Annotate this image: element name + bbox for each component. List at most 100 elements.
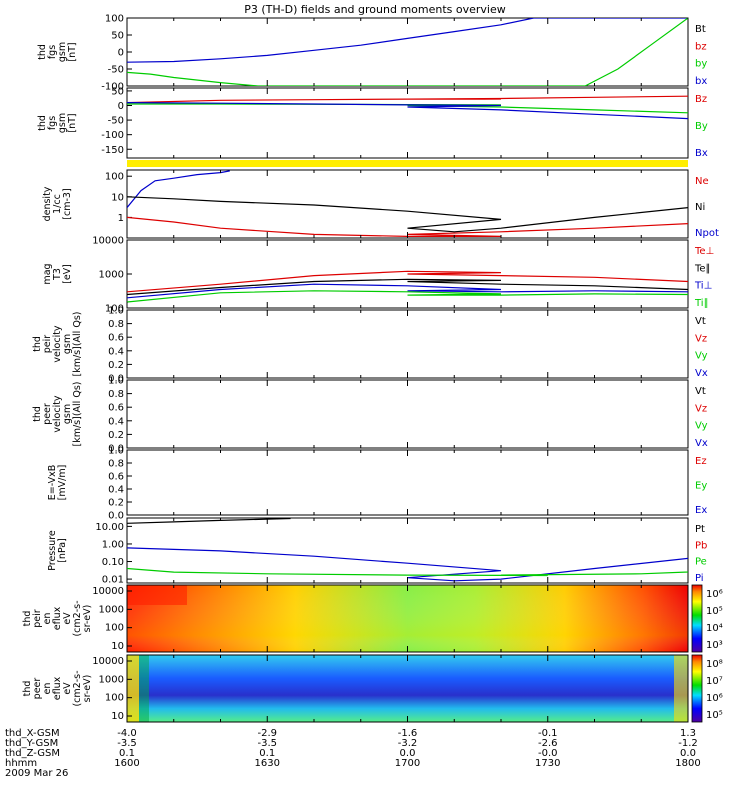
- panel1: thd fgs gsm [nT] 100 50 0 -50 -100 Bt bz by bx: [37, 14, 707, 93]
- y-tick-label: 0.0: [108, 444, 124, 455]
- y-axis-label: fgs: [47, 116, 58, 130]
- panel10: thd peir en eflux eV (cm2-s-sr-eV) 10000 1000 10…: [22, 584, 723, 653]
- panel-frame: [126, 169, 689, 239]
- y-tick-label: 0: [118, 48, 124, 59]
- panel2: thd fgs gsm [nT] 50 0 -50 -100 -150 Bz By Bx: [37, 86, 708, 159]
- y-axis-label: velocity: [52, 325, 63, 363]
- y-axis-label: Pressure: [47, 530, 58, 571]
- y-tick-label: 0.8: [108, 459, 124, 470]
- y-axis-label: [mV/m]: [57, 465, 68, 501]
- y-tick-label: 0.4: [108, 346, 124, 357]
- y-axis-label: [nPa]: [57, 538, 68, 563]
- legend-entry: Vy: [695, 421, 708, 432]
- y-tick-label: 0.0: [108, 374, 124, 385]
- legend-entry: Vt: [695, 316, 706, 327]
- legend-entry: Pe: [695, 557, 707, 568]
- y-tick-label: 0.2: [108, 430, 124, 441]
- panel8: E=-VxB [mV/m] 1.0 0.8 0.6 0.4 0.2 0.0 Ez Ey Ex: [47, 446, 707, 522]
- y-tick-label: 0.2: [108, 498, 124, 509]
- y-tick-label: 1.0: [108, 376, 124, 387]
- y-tick-label: 50: [111, 86, 124, 97]
- series-line-bx: [127, 102, 688, 131]
- series-line-bx: [127, 18, 688, 63]
- series-line-te⊥: [127, 270, 688, 293]
- colorbar: [691, 584, 703, 653]
- y-tick-label: 100: [105, 304, 124, 315]
- series-line-by: [127, 18, 688, 86]
- y-tick-label: 1000: [99, 674, 124, 685]
- legend-entry: Bz: [695, 94, 707, 105]
- x-axis-value: -3.2: [398, 738, 418, 749]
- y-axis-label: eflux: [52, 606, 63, 630]
- legend-entry: bz: [695, 41, 707, 52]
- y-tick-label: 100: [105, 623, 124, 634]
- series-line-ti∥: [127, 290, 688, 303]
- x-axis-value: 1730: [535, 758, 560, 769]
- colorbar-tick-label: 10⁶: [706, 589, 723, 600]
- y-axis-label: en: [42, 683, 53, 695]
- legend-entry: Vz: [695, 333, 707, 344]
- y-axis-label: peir: [42, 335, 53, 354]
- x-axis-value: 0.1: [259, 748, 275, 759]
- y-tick-label: 1000: [99, 270, 124, 281]
- y-tick-label: 1.0: [108, 306, 124, 317]
- y-axis-label: sr-eV): [82, 675, 93, 703]
- y-tick-label: 10: [111, 711, 124, 722]
- y-axis-label: thd: [32, 336, 43, 352]
- x-axis-value: -3.5: [117, 738, 137, 749]
- y-axis-label: [nT]: [67, 42, 78, 61]
- colorbar-tick-label: 10⁵: [706, 710, 723, 721]
- x-axis-value: -4.0: [117, 728, 137, 739]
- y-axis-label: (cm2-s-: [72, 670, 83, 706]
- legend-entry: Bt: [695, 24, 706, 35]
- x-axis-row-label: thd_Z-GSM: [5, 748, 60, 759]
- legend-entry: Ne: [695, 176, 709, 187]
- y-tick-label: 1000: [99, 604, 124, 615]
- legend-entry: Pt: [695, 524, 705, 535]
- heatmap-area: [127, 655, 688, 722]
- colorbar-tick-label: 10⁴: [706, 623, 723, 634]
- legend-entry: Ti∥: [694, 298, 709, 309]
- y-axis-label: 1/cc: [52, 194, 63, 214]
- legend-entry: Vx: [695, 368, 708, 379]
- x-axis-row-label: thd_Y-GSM: [5, 738, 58, 749]
- x-axis-row-label: hhmm: [5, 758, 37, 769]
- y-tick-label: -100: [101, 82, 124, 93]
- y-tick-label: 0.4: [108, 416, 124, 427]
- y-tick-label: 1.0: [108, 446, 124, 457]
- y-axis-label: thd: [37, 44, 48, 60]
- panel-frame: [126, 379, 689, 449]
- y-tick-label: 10000: [92, 586, 124, 597]
- y-tick-label: -150: [101, 145, 124, 156]
- panel-frame: [126, 309, 689, 379]
- y-axis-label: [km/s](All Qs): [72, 312, 83, 377]
- y-axis-label: eV: [62, 682, 73, 695]
- colorbar-tick-label: 10⁵: [706, 606, 723, 617]
- panel5: mag T3 [eV] 10000 1000 100 Te⊥ Te∥ Ti⊥ Ti∥: [42, 236, 714, 315]
- legend-entry: Ni: [695, 202, 705, 213]
- colorbar-tick-label: 10⁷: [706, 676, 723, 687]
- date-label: 2009 Mar 26: [5, 768, 68, 779]
- x-axis-value: -3.5: [257, 738, 277, 749]
- series-line-pe: [127, 563, 688, 577]
- y-tick-label: -100: [101, 130, 124, 141]
- y-tick-label: 100: [105, 172, 124, 183]
- y-axis-label: eV: [62, 612, 73, 625]
- legend-entry: Bx: [695, 148, 708, 159]
- y-axis-label: mag: [42, 263, 53, 284]
- y-axis-label: T3: [52, 268, 63, 281]
- y-tick-label: 1: [118, 213, 124, 224]
- legend-entry: Npot: [695, 228, 719, 239]
- x-axis-value: 0.1: [119, 748, 135, 759]
- x-axis-row-label: thd_X-GSM: [5, 728, 60, 739]
- y-axis-label: fgs: [47, 45, 58, 59]
- y-tick-label: 0.6: [108, 403, 124, 414]
- y-axis-label: thd: [22, 681, 33, 697]
- x-axis-value: 1.3: [680, 728, 696, 739]
- legend-entry: Ti⊥: [694, 281, 712, 292]
- y-axis-label: peer: [42, 403, 53, 425]
- heatmap-patch: [127, 585, 187, 605]
- legend-entry: Pi: [695, 573, 704, 584]
- x-axis-value: -2.6: [538, 738, 558, 749]
